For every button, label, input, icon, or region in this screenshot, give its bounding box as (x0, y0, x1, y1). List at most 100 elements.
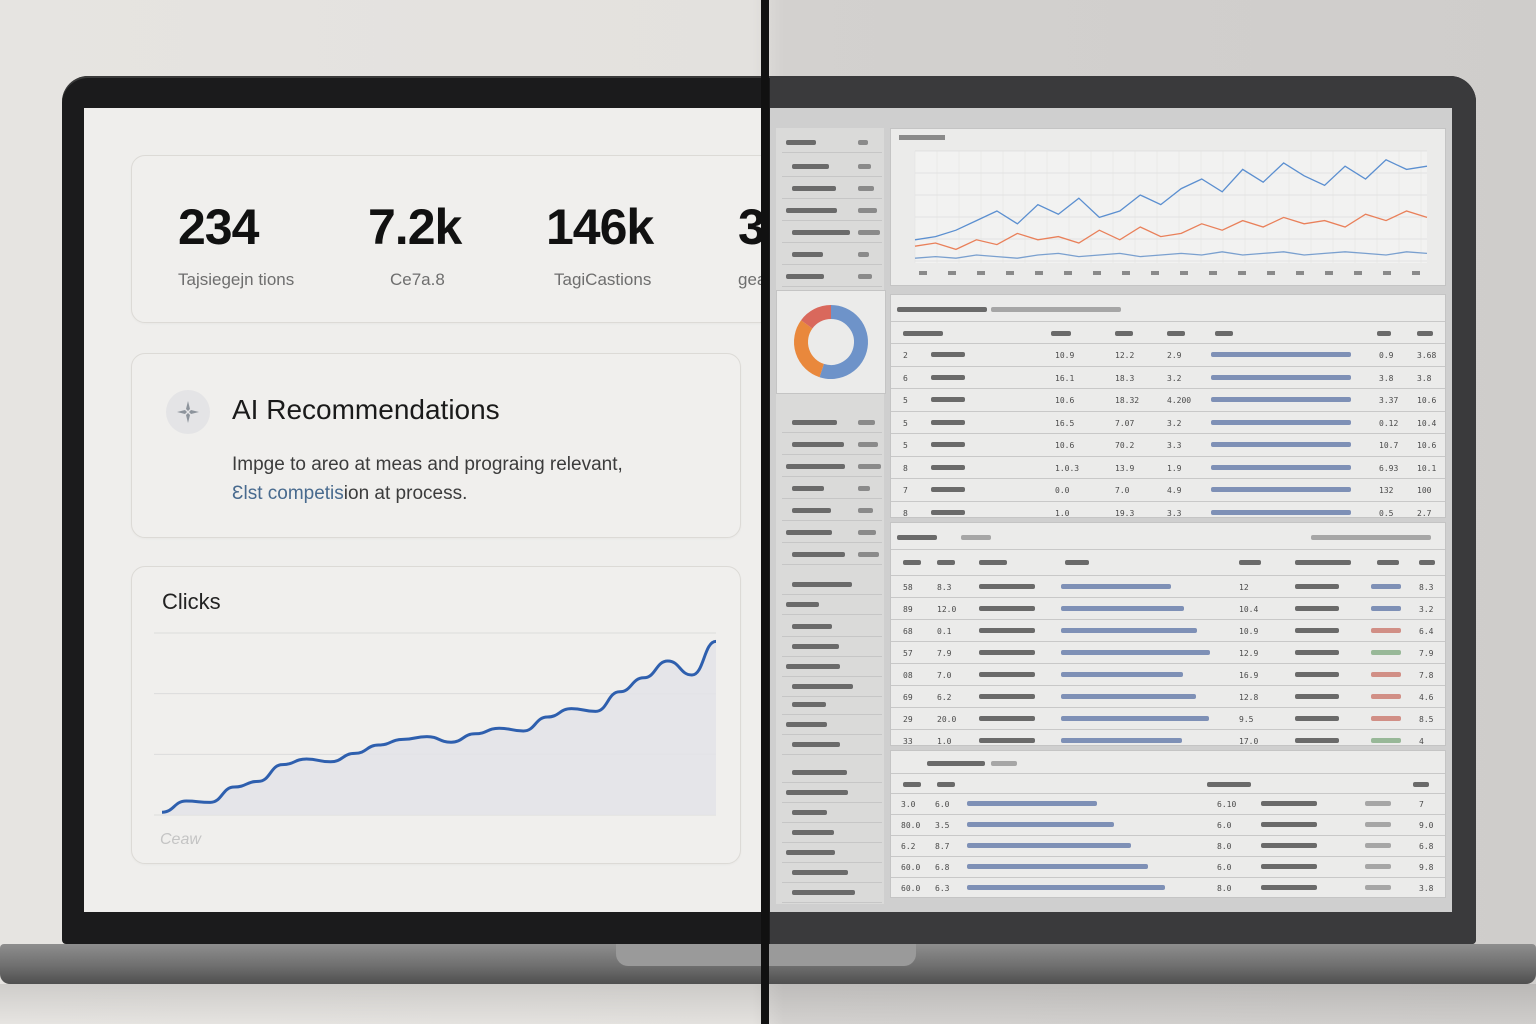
sidebar-item[interactable] (782, 616, 882, 637)
table-cell-value: 8.0 (1217, 842, 1232, 851)
table-cell-text (931, 464, 965, 470)
table-cell-text (1417, 331, 1433, 336)
table-row[interactable]: 2 10.9 12.2 2.9 0.9 3.68 (891, 343, 1445, 366)
sidebar-item[interactable] (782, 132, 882, 153)
table-cell-value: 7.0 (937, 671, 952, 680)
table-cell-text (903, 560, 921, 565)
table-row[interactable]: 7 0.0 7.0 4.9 132 100 (891, 478, 1445, 501)
table-row[interactable]: 6 16.1 18.3 3.2 3.8 3.8 (891, 365, 1445, 389)
table-cell-value: 4.6 (1419, 693, 1434, 702)
table-cell-value: 4 (1419, 737, 1424, 746)
table-row[interactable]: 57 7.9 12.9 7.9 (891, 641, 1445, 664)
table-row[interactable]: 60.0 6.3 8.0 3.8 (891, 877, 1445, 899)
sidebar-item[interactable] (782, 802, 882, 823)
sidebar-item[interactable] (782, 862, 882, 883)
sidebar-item[interactable] (782, 762, 882, 783)
table-row[interactable]: 89 12.0 10.4 3.2 (891, 597, 1445, 620)
stat-3[interactable]: 146k TagiCastions (546, 198, 654, 290)
table-cell-text (979, 650, 1035, 655)
sidebar-item-label (792, 508, 831, 513)
ai-recommendations-card[interactable]: AI Recommendations Impge to areo at meas… (131, 353, 741, 538)
table-cell-value: 6.93 (1379, 463, 1399, 473)
table-row[interactable]: 6.2 8.7 8.0 6.8 (891, 835, 1445, 857)
sidebar-item[interactable] (782, 456, 882, 477)
stat-4[interactable]: 3 gea (738, 198, 761, 290)
sidebar-item[interactable] (782, 412, 882, 433)
sidebar-item[interactable] (782, 434, 882, 455)
table-cell-value: 7.07 (1115, 418, 1135, 428)
sidebar-item[interactable] (782, 714, 882, 735)
sidebar-item[interactable] (782, 500, 882, 521)
sidebar-item-value (858, 274, 872, 279)
table-cell-value: 1.9 (1167, 463, 1182, 473)
sidebar-item[interactable] (782, 478, 882, 499)
table-cell-value: 9.5 (1239, 715, 1254, 724)
table-row[interactable]: 60.0 6.8 6.0 9.8 (891, 856, 1445, 878)
table-row[interactable]: 29 20.0 9.5 8.5 (891, 707, 1445, 730)
table-row[interactable]: 8 1.0 19.3 3.3 0.5 2.7 (891, 500, 1445, 524)
stat-2[interactable]: 7.2k Ce7a.8 (368, 198, 462, 290)
table-row[interactable] (891, 549, 1445, 576)
table-row[interactable]: 5 16.5 7.07 3.2 0.12 10.4 (891, 410, 1445, 434)
sidebar-item[interactable] (782, 544, 882, 565)
table-cell-text (1371, 606, 1401, 611)
table-row[interactable]: 8 1.0.3 13.9 1.9 6.93 10.1 (891, 455, 1445, 479)
sidebar-item[interactable] (782, 694, 882, 715)
table-cell-text (979, 694, 1035, 699)
sidebar-item[interactable] (782, 594, 882, 615)
table-row[interactable]: 33 1.0 17.0 4 (891, 729, 1445, 752)
table-cell-value: 58 (903, 583, 913, 592)
sidebar-item[interactable] (782, 882, 882, 903)
table-cell-text (1065, 560, 1089, 565)
sidebar-item[interactable] (782, 676, 882, 697)
sidebar-item[interactable] (782, 266, 882, 287)
sidebar-item[interactable] (782, 636, 882, 657)
table-row[interactable]: 58 8.3 12 8.3 (891, 575, 1445, 598)
stat-value: 234 (178, 199, 259, 255)
table-cell-value: 3.8 (1417, 373, 1432, 383)
table-cell-value: 10.6 (1417, 396, 1437, 405)
sidebar-item[interactable] (782, 522, 882, 543)
table-cell-text (1371, 650, 1401, 655)
table-cell-value: 57 (903, 649, 913, 658)
sidebar-item[interactable] (782, 574, 882, 595)
clicks-line (161, 639, 717, 814)
table-cell-value: 5 (903, 418, 908, 428)
table-cell-value: 3.2 (1167, 373, 1182, 383)
table-cell-value: 10.9 (1055, 351, 1075, 360)
table-row[interactable] (891, 321, 1445, 344)
table-row[interactable]: 68 0.1 10.9 6.4 (891, 619, 1445, 642)
sidebar-item[interactable] (782, 156, 882, 177)
sidebar-item[interactable] (782, 222, 882, 243)
sidebar-item[interactable] (782, 734, 882, 755)
table-cell-text (1295, 560, 1351, 565)
sidebar-item-value (858, 420, 875, 425)
table-cell-value: 18.32 (1115, 396, 1140, 405)
table-cell-text (1211, 397, 1351, 402)
table-cell-text (1413, 782, 1429, 787)
table-row[interactable]: 80.0 3.5 6.0 9.0 (891, 814, 1445, 836)
table-cell-value: 3.8 (1419, 884, 1434, 893)
sidebar-item[interactable] (782, 842, 882, 863)
sidebar-item-label (792, 230, 850, 235)
table-row[interactable]: 5 10.6 70.2 3.3 10.7 10.6 (891, 433, 1445, 456)
table-cell-text (1261, 843, 1317, 848)
sidebar-item[interactable] (782, 822, 882, 843)
stat-1[interactable]: 234 Tajsiegejn tions (178, 198, 294, 290)
table-row[interactable] (891, 773, 1445, 794)
sidebar-item[interactable] (782, 782, 882, 803)
table-cell-value: 10.6 (1417, 441, 1437, 450)
table-row[interactable]: 08 7.0 16.9 7.8 (891, 663, 1445, 686)
table-row[interactable]: 5 10.6 18.32 4.200 3.37 10.6 (891, 388, 1445, 411)
table-row[interactable]: 3.0 6.0 6.10 7 (891, 793, 1445, 815)
table-cell-text (1311, 535, 1431, 540)
x-tick-label (1296, 271, 1304, 275)
table-row[interactable]: 69 6.2 12.8 4.6 (891, 685, 1445, 708)
x-tick-label (1035, 271, 1043, 275)
table-cell-text (1371, 716, 1401, 721)
sidebar-item[interactable] (782, 200, 882, 221)
table-cell-value: 0.0 (1055, 486, 1070, 495)
sidebar-item[interactable] (782, 178, 882, 199)
sidebar-item[interactable] (782, 244, 882, 265)
sidebar-item[interactable] (782, 656, 882, 677)
